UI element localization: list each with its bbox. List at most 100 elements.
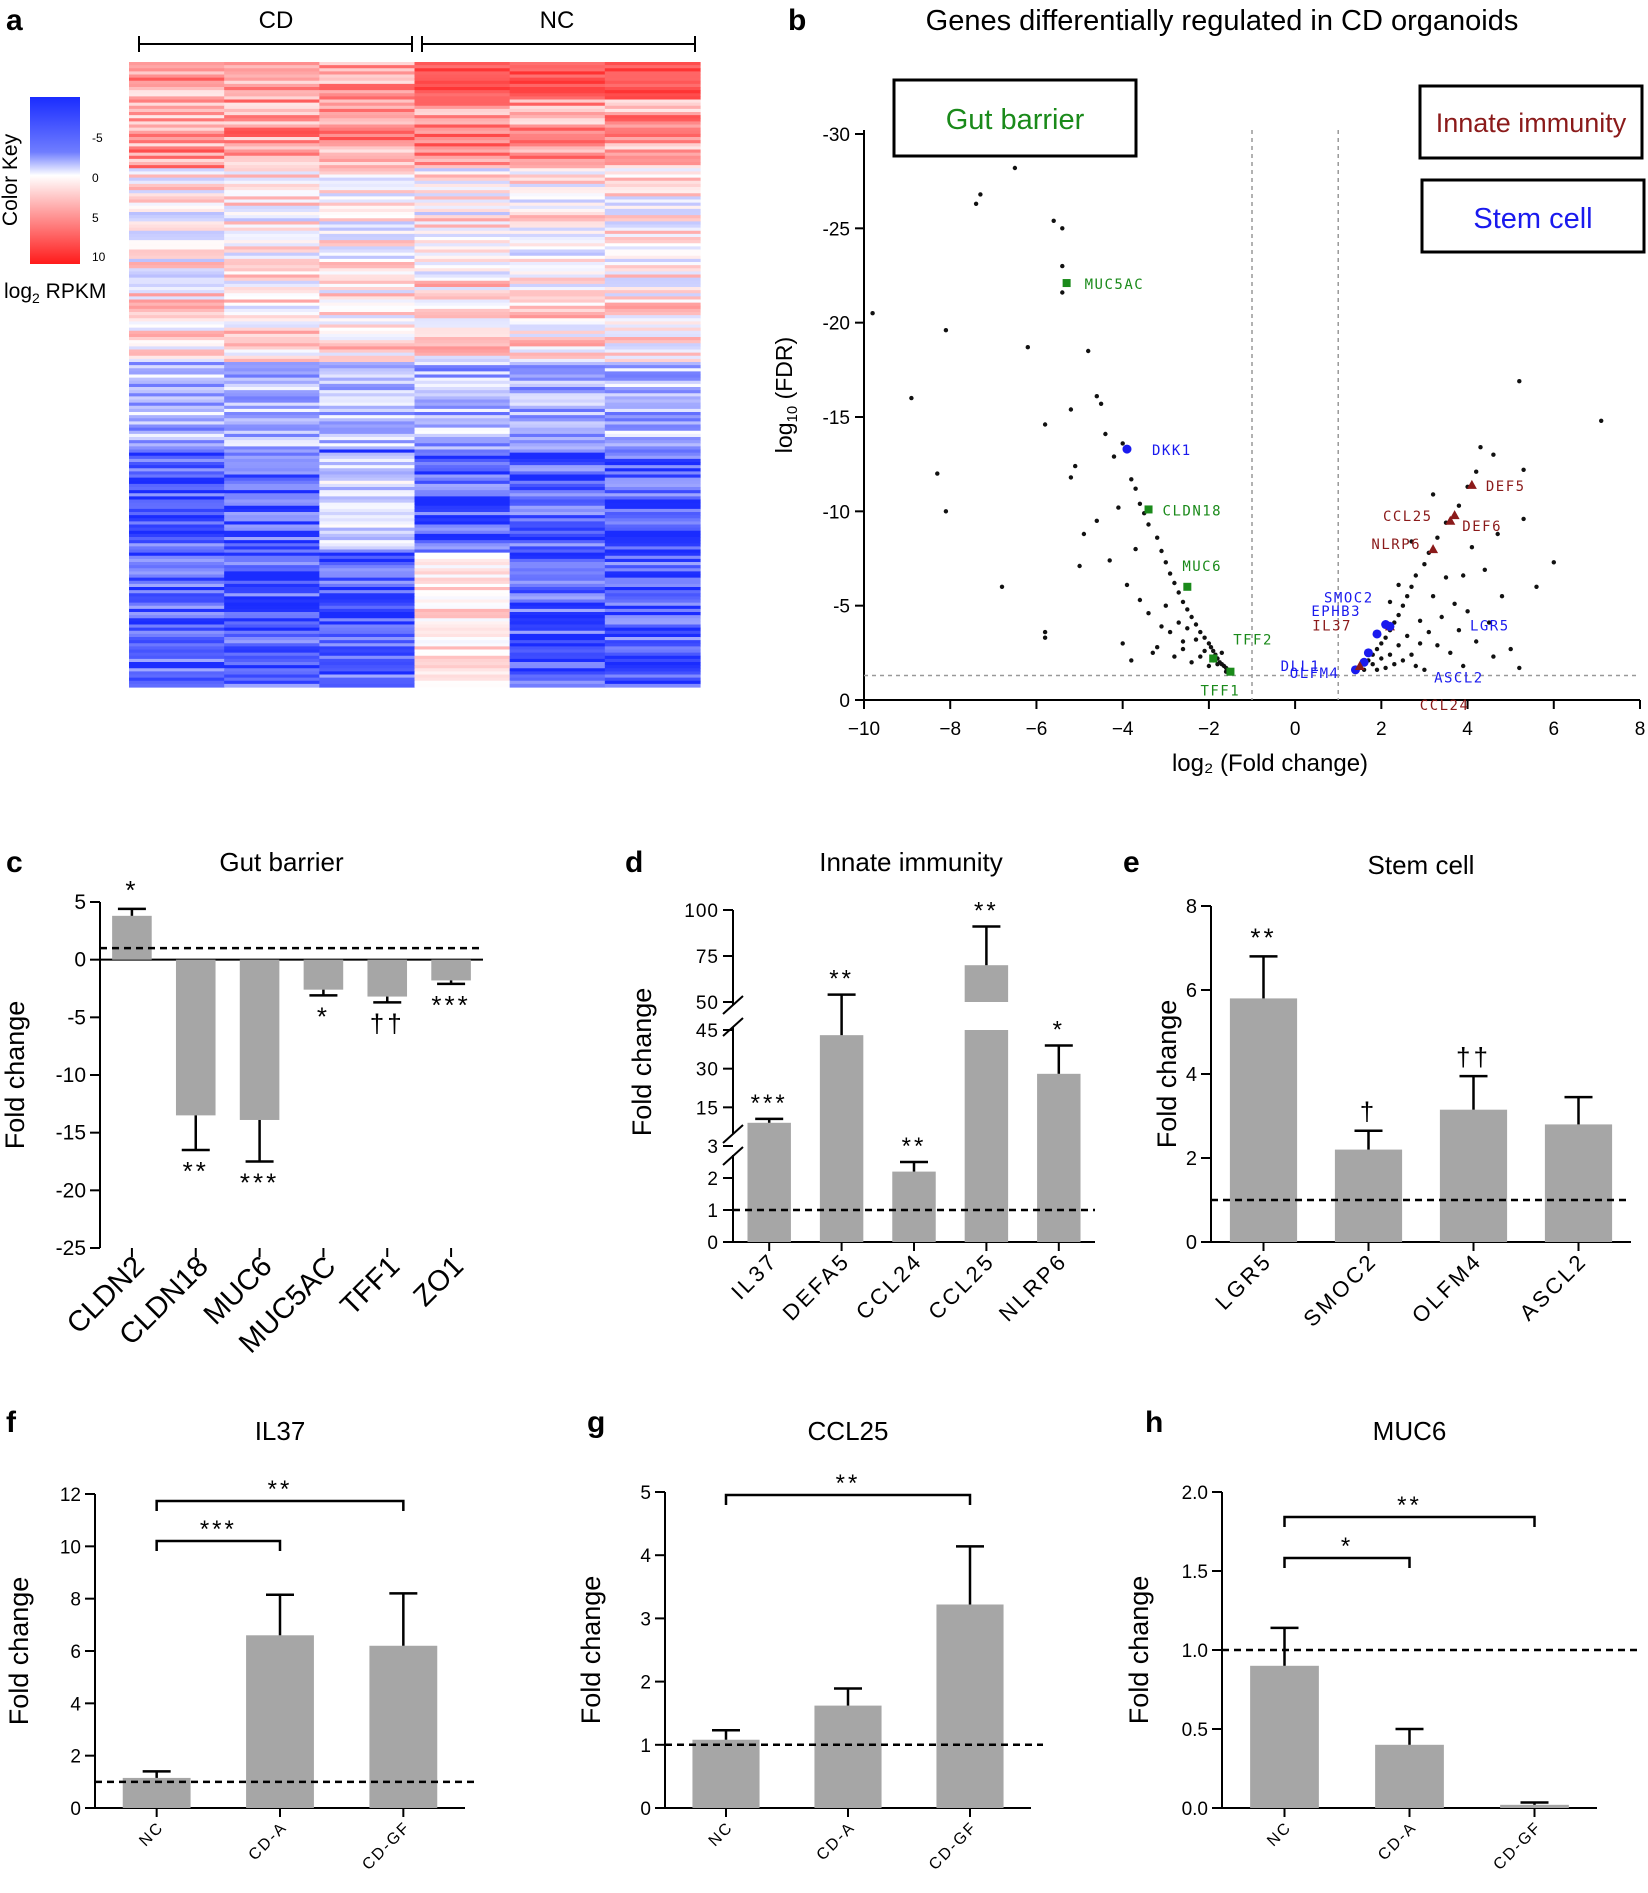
heatmap-cell (604, 346, 701, 351)
heatmap-cell (414, 608, 511, 613)
heatmap-cell (604, 180, 701, 185)
heatmap-cell (129, 552, 225, 557)
volcano-gene-point (1370, 662, 1375, 667)
heatmap-cell (604, 212, 701, 216)
heatmap-cell (604, 443, 701, 447)
heatmap-cell (224, 446, 320, 451)
x-tick-label: CD-GF (1490, 1819, 1545, 1874)
heatmap-cell (224, 480, 320, 485)
heatmap-cell (509, 346, 606, 351)
heatmap-cell (224, 499, 320, 504)
heatmap-cell (509, 193, 606, 197)
significance-marker: *** (431, 990, 470, 1020)
heatmap-cell (604, 368, 701, 372)
volcano-gene-point (1400, 658, 1406, 663)
heatmap-cell (319, 502, 416, 507)
heatmap-cell (319, 649, 416, 654)
heatmap-cell (319, 618, 416, 622)
heatmap-cell (414, 208, 511, 213)
heatmap-cell (224, 540, 320, 544)
heatmap-cell (129, 130, 225, 135)
heatmap-cell (319, 515, 416, 519)
volcano-gene-point (1417, 641, 1423, 646)
volcano-gene-point (1202, 635, 1207, 640)
heatmap-cell (509, 537, 606, 541)
heatmap-cell (129, 393, 225, 397)
heatmap-cell (509, 655, 606, 660)
heatmap-cell (509, 99, 606, 104)
heatmap-cell (509, 205, 606, 210)
bar (814, 1705, 882, 1808)
volcano-gene-point (1193, 622, 1199, 627)
heatmap-cell (224, 508, 320, 513)
heatmap-cell (129, 674, 225, 679)
heatmap-cell (604, 446, 701, 451)
heatmap-cell (319, 518, 416, 522)
volcano-gene-point (935, 471, 940, 476)
heatmap-cell (319, 68, 416, 72)
heatmap-cell (319, 487, 416, 491)
heatmap-cell (319, 477, 416, 482)
heatmap-cell (319, 96, 416, 101)
heatmap-cell (224, 290, 320, 294)
heatmap-cell (604, 580, 701, 585)
heatmap-cell (224, 577, 320, 582)
heatmap-cell (319, 99, 416, 104)
bar (936, 1604, 1004, 1808)
comparison-label: *** (200, 1516, 237, 1543)
heatmap-cell (319, 283, 416, 288)
heatmap-cell (414, 280, 511, 285)
heatmap-cell (319, 233, 416, 238)
heatmap-cell (509, 390, 606, 394)
y-tick-label: 3 (640, 1609, 651, 1630)
heatmap-cell (414, 199, 511, 204)
heatmap-cell (509, 405, 606, 410)
y-tick-label: 1.5 (1182, 1562, 1208, 1583)
heatmap-cell (509, 262, 606, 266)
color-key-label-sub: 2 (32, 290, 40, 306)
heatmap-cell (129, 521, 225, 526)
heatmap-cell (509, 630, 606, 635)
heatmap-cell (604, 202, 701, 207)
heatmap-cell (604, 377, 701, 382)
heatmap-cell (604, 277, 701, 282)
heatmap-cell (129, 180, 225, 185)
volcano-gene-point (1180, 646, 1186, 652)
heatmap-cell (414, 640, 511, 644)
heatmap-cell (129, 615, 225, 619)
heatmap-cell (129, 77, 225, 82)
heatmap-cell (414, 587, 511, 591)
heatmap-cell (414, 99, 511, 104)
heatmap-cell (509, 118, 606, 122)
heatmap-cell (509, 312, 606, 316)
heatmap-cell (224, 165, 320, 169)
heatmap-cell (604, 408, 701, 413)
heatmap-cell (319, 340, 416, 344)
significance-marker: ** (829, 966, 854, 993)
heatmap-cell (509, 80, 606, 85)
heatmap-cell (604, 137, 701, 141)
heatmap-cell (414, 612, 511, 616)
heatmap-cell (509, 321, 606, 326)
heatmap-cell (224, 212, 320, 216)
heatmap-cell (509, 93, 606, 97)
heatmap-cell (509, 446, 606, 451)
volcano-gene-point (1172, 580, 1177, 586)
heatmap-cell (604, 618, 701, 622)
heatmap-cell (509, 680, 606, 685)
heatmap-cell (319, 646, 416, 651)
heatmap-cell (414, 121, 511, 126)
heatmap-cell (604, 424, 701, 429)
heatmap-cell (129, 437, 225, 441)
heatmap-cell (604, 624, 701, 629)
heatmap-cell (414, 368, 511, 372)
volcano-gene-point (1599, 418, 1604, 423)
heatmap-cell (319, 421, 416, 426)
bar (892, 1171, 936, 1242)
heatmap-cell (414, 558, 511, 563)
heatmap-cell (224, 287, 320, 291)
heatmap-cell (414, 365, 511, 369)
heatmap-cell (414, 243, 511, 247)
heatmap-cell (604, 296, 701, 301)
heatmap-cell (224, 262, 320, 266)
